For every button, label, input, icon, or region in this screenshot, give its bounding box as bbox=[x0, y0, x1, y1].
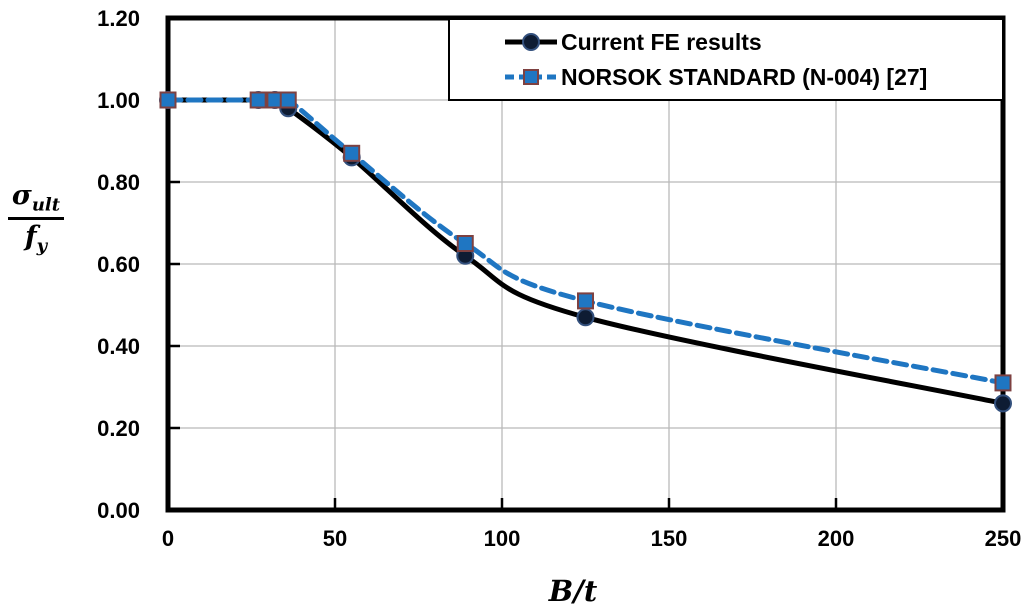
x-tick-label: 250 bbox=[985, 526, 1022, 551]
sigma-symbol: σ bbox=[11, 180, 32, 211]
x-axis-title: B/t bbox=[498, 574, 648, 608]
y-tick-label: 0.80 bbox=[97, 170, 140, 195]
x-axis-title-text: B/t bbox=[548, 574, 598, 608]
y-tick-label: 0.60 bbox=[97, 252, 140, 277]
legend-sample-dashed-square bbox=[505, 69, 557, 85]
legend-item-norsok: NORSOK STANDARD (N-004) [27] bbox=[504, 64, 1002, 90]
data-marker-square bbox=[279, 91, 297, 109]
y-axis-title-numerator: σult bbox=[7, 180, 65, 221]
x-tick-label: 100 bbox=[484, 526, 521, 551]
x-tick-label: 200 bbox=[818, 526, 855, 551]
data-marker-square bbox=[994, 374, 1012, 392]
sigma-subscript: ult bbox=[31, 194, 61, 216]
f-symbol: f bbox=[24, 221, 37, 253]
y-tick-label: 1.20 bbox=[97, 6, 140, 31]
y-tick-label: 0.00 bbox=[97, 498, 140, 523]
f-subscript: y bbox=[36, 235, 48, 257]
legend-label-norsok: NORSOK STANDARD (N-004) [27] bbox=[561, 63, 928, 90]
data-marker-square bbox=[456, 235, 474, 252]
x-tick-label: 50 bbox=[323, 526, 347, 551]
y-tick-label: 1.00 bbox=[97, 88, 140, 113]
data-marker-square bbox=[343, 144, 361, 162]
legend-item-current-fe: Current FE results bbox=[504, 29, 1002, 55]
y-axis-title: σult fy bbox=[2, 182, 70, 258]
legend: Current FE results NORSOK STANDARD (N-00… bbox=[448, 18, 1004, 101]
data-marker-square bbox=[159, 91, 177, 109]
data-marker-circle bbox=[994, 394, 1012, 413]
series-line-2 bbox=[165, 93, 1006, 386]
x-tick-label: 150 bbox=[651, 526, 688, 551]
data-marker-circle bbox=[576, 308, 595, 327]
y-tick-label: 0.40 bbox=[97, 334, 140, 359]
y-axis-title-denominator: fy bbox=[2, 220, 70, 258]
data-marker-square bbox=[577, 292, 594, 310]
legend-label-current-fe: Current FE results bbox=[561, 28, 762, 55]
data-marker-square bbox=[249, 91, 267, 109]
y-tick-label: 0.20 bbox=[97, 416, 140, 441]
legend-sample-solid-circle bbox=[505, 33, 557, 51]
x-tick-label: 0 bbox=[162, 526, 174, 551]
